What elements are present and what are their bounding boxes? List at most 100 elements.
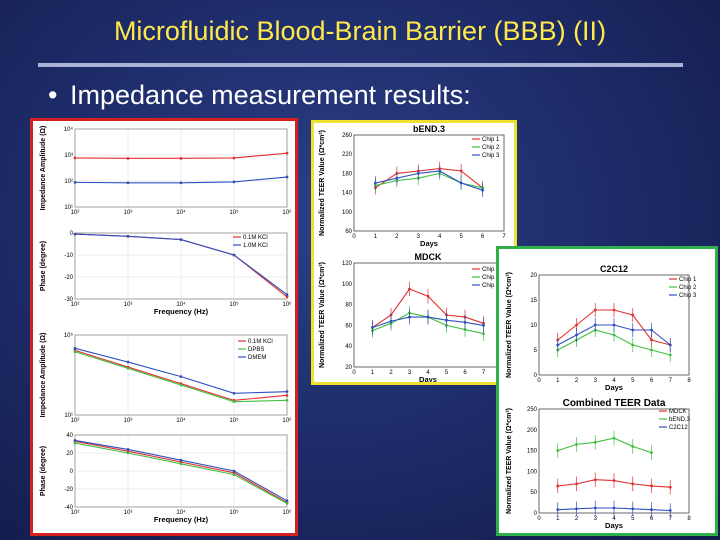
x-tick-label: 8: [687, 516, 691, 522]
x-axis-label: Days: [420, 239, 438, 248]
data-point: [575, 442, 578, 446]
bullet-dot-icon: •: [48, 80, 58, 110]
chart-4: 10² 10³ 10⁴ 10⁵ 10⁶ 40 20 0 -20 -40 Frequency (Hz)…: [40, 433, 292, 524]
y-tick-label: 0: [70, 469, 74, 475]
y-tick-label: 200: [527, 428, 538, 434]
data-point: [126, 234, 130, 238]
x-axis-label: Days: [605, 521, 623, 530]
data-point: [371, 326, 374, 329]
x-tick-label: 3: [594, 516, 598, 522]
y-tick-label: 180: [342, 171, 353, 177]
legend-entry: bEND.3: [669, 417, 691, 423]
x-tick-label: 10³: [124, 418, 133, 424]
x-tick-label: 7: [669, 516, 673, 522]
chart-7: C2C12 0 1 2 3 4 5 6 7 8 20 15 10 5 0 Days Normalized TEE…: [506, 264, 697, 392]
x-tick-label: 2: [389, 370, 393, 376]
series-line-1: [375, 168, 483, 189]
data-point: [408, 315, 411, 319]
data-point: [631, 313, 635, 317]
plot-area: [538, 408, 690, 514]
y-tick-label: 220: [342, 152, 353, 158]
y-axis-label: Impedance Amplitude (Ω): [40, 333, 47, 418]
data-point: [285, 502, 289, 505]
chart-3: 10² 10³ 10⁴ 10⁵ 10⁶ 10⁵ 10¹ Impedance Amplitude…: [40, 332, 292, 424]
data-point: [593, 440, 597, 444]
plot-area: [353, 134, 505, 232]
data-point: [285, 499, 289, 503]
x-tick-label: 2: [575, 378, 579, 384]
x-tick-label: 6: [650, 516, 654, 522]
y-tick-label: 10⁵: [64, 332, 74, 339]
x-tick-label: 6: [481, 234, 485, 240]
chart-title: Combined TEER Data: [563, 398, 666, 409]
series-line-2: [557, 437, 652, 454]
y-tick-label: 20: [530, 273, 537, 279]
data-point: [126, 448, 130, 451]
y-tick-label: 10⁴: [64, 126, 74, 133]
y-tick-label: -20: [64, 275, 73, 281]
title-divider: [38, 63, 683, 67]
data-point: [232, 391, 236, 395]
legend-entry: 0.1M KCl: [243, 235, 268, 241]
data-point: [631, 328, 635, 332]
y-tick-label: 150: [527, 449, 538, 455]
y-tick-label: -20: [64, 487, 73, 493]
x-tick-label: 6: [463, 370, 467, 376]
x-tick-label: 10²: [71, 418, 80, 424]
x-tick-label: 7: [502, 234, 506, 240]
data-point: [232, 253, 236, 257]
x-tick-label: 10⁵: [229, 209, 239, 216]
data-point: [179, 458, 183, 462]
data-point: [285, 390, 289, 394]
data-point: [285, 398, 289, 402]
data-point: [650, 451, 653, 455]
impedance-figure-panel: 10² 10³ 10⁴ 10⁵ 10⁶ 10⁴ 10³ 10² 10¹ Impedance Amp…: [30, 118, 298, 536]
data-point: [232, 400, 236, 404]
x-tick-label: 5: [445, 370, 449, 376]
x-axis-label: Frequency (Hz): [154, 307, 209, 316]
data-point: [389, 319, 393, 323]
data-point: [285, 393, 289, 397]
data-point: [650, 508, 653, 512]
x-tick-label: 10⁴: [176, 209, 186, 216]
data-point: [593, 308, 597, 312]
x-tick-label: 4: [438, 234, 442, 240]
y-axis-label: Normalized TEER Value (Ω*cm²): [319, 130, 326, 236]
data-point: [668, 343, 672, 347]
y-axis-label: Normalized TEER Value (Ω*cm²): [506, 408, 513, 514]
y-tick-label: 100: [342, 282, 353, 288]
legend-entry: Chip 3: [679, 293, 697, 299]
legend-entry: 1.0M KCl: [243, 243, 268, 249]
legend-entry: 0.1M KCl: [248, 339, 273, 345]
legend-entry: MDCK: [669, 409, 687, 415]
data-point: [556, 508, 560, 512]
x-tick-label: 10³: [124, 510, 133, 516]
data-point: [482, 324, 485, 327]
y-tick-label: 10: [530, 323, 537, 329]
legend-entry: Chip 3: [482, 283, 500, 289]
data-point: [126, 366, 130, 370]
chart-5: bEND.3 0 1 2 3 4 5 6 7 260 220 180 140 100 60 Days Norma…: [319, 124, 506, 248]
data-point: [459, 181, 463, 185]
data-point: [650, 348, 653, 352]
data-point: [575, 482, 578, 486]
data-point: [73, 156, 77, 160]
data-point: [575, 323, 578, 327]
data-point: [593, 506, 597, 510]
data-point: [575, 333, 578, 337]
data-point: [179, 375, 183, 379]
y-tick-label: 10²: [64, 179, 73, 185]
chart-title: bEND.3: [413, 124, 445, 134]
y-tick-label: 100: [342, 210, 353, 216]
legend-entry: Chip 1: [482, 137, 500, 143]
data-point: [556, 343, 560, 347]
teer-figure-panel: bEND.3 0 1 2 3 4 5 6 7 260 220 180 140 100 60 Days Norma…: [311, 120, 517, 385]
x-tick-label: 8: [687, 378, 691, 384]
x-tick-label: 1: [371, 370, 375, 376]
y-tick-label: 60: [345, 229, 352, 235]
x-axis-label: Frequency (Hz): [154, 515, 209, 524]
y-tick-label: 0: [70, 231, 74, 237]
data-point: [612, 323, 616, 327]
data-point: [593, 478, 597, 482]
